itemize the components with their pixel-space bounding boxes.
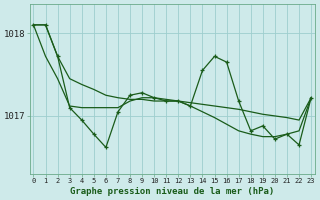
X-axis label: Graphe pression niveau de la mer (hPa): Graphe pression niveau de la mer (hPa) (70, 187, 275, 196)
